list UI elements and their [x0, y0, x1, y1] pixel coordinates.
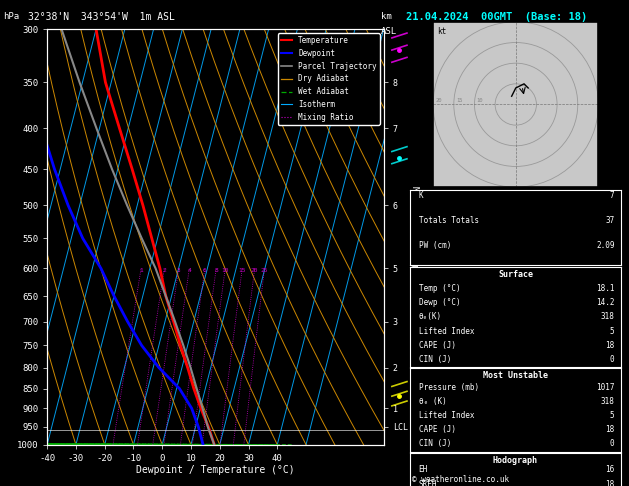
Text: 8: 8: [214, 268, 218, 274]
Text: 16: 16: [605, 465, 615, 474]
Text: 15: 15: [238, 268, 246, 274]
Text: 14.2: 14.2: [596, 298, 615, 307]
Text: 0: 0: [610, 439, 615, 449]
Text: 10: 10: [221, 268, 229, 274]
Text: 318: 318: [601, 397, 615, 406]
Text: 1: 1: [139, 268, 143, 274]
Text: SREH: SREH: [418, 480, 437, 486]
Text: CIN (J): CIN (J): [418, 355, 451, 364]
Text: Pressure (mb): Pressure (mb): [418, 382, 479, 392]
Text: 4: 4: [187, 268, 191, 274]
Text: 25: 25: [261, 268, 269, 274]
Text: 21.04.2024  00GMT  (Base: 18): 21.04.2024 00GMT (Base: 18): [406, 12, 587, 22]
Text: 0: 0: [610, 355, 615, 364]
Text: EH: EH: [418, 465, 428, 474]
Text: Hodograph: Hodograph: [493, 455, 538, 465]
Text: Temp (°C): Temp (°C): [418, 284, 460, 293]
X-axis label: Dewpoint / Temperature (°C): Dewpoint / Temperature (°C): [136, 466, 295, 475]
Text: 5: 5: [610, 411, 615, 420]
Text: hPa: hPa: [3, 12, 19, 21]
Text: 20: 20: [435, 99, 442, 104]
Text: 18: 18: [605, 341, 615, 350]
Y-axis label: Mixing Ratio (g/kg): Mixing Ratio (g/kg): [410, 186, 419, 288]
Text: Surface: Surface: [498, 270, 533, 279]
Text: 10: 10: [477, 99, 483, 104]
Text: 5: 5: [610, 327, 615, 335]
Text: 20: 20: [251, 268, 259, 274]
Text: CAPE (J): CAPE (J): [418, 425, 455, 434]
Text: θₑ(K): θₑ(K): [418, 312, 442, 321]
Text: 18: 18: [605, 480, 615, 486]
Text: 318: 318: [601, 312, 615, 321]
Text: kt: kt: [437, 27, 447, 36]
Text: 32°38'N  343°54'W  1m ASL: 32°38'N 343°54'W 1m ASL: [28, 12, 175, 22]
Text: Lifted Index: Lifted Index: [418, 411, 474, 420]
Text: Most Unstable: Most Unstable: [483, 371, 548, 380]
Text: 37: 37: [605, 216, 615, 225]
Text: 18: 18: [605, 425, 615, 434]
Text: Dewp (°C): Dewp (°C): [418, 298, 460, 307]
Text: CAPE (J): CAPE (J): [418, 341, 455, 350]
Text: CIN (J): CIN (J): [418, 439, 451, 449]
Text: θₑ (K): θₑ (K): [418, 397, 447, 406]
Text: km: km: [381, 12, 391, 21]
Text: 6: 6: [203, 268, 207, 274]
Text: Lifted Index: Lifted Index: [418, 327, 474, 335]
Text: 2: 2: [162, 268, 166, 274]
Text: K: K: [418, 191, 423, 200]
Text: Totals Totals: Totals Totals: [418, 216, 479, 225]
Text: 7: 7: [610, 191, 615, 200]
Text: 1017: 1017: [596, 382, 615, 392]
Text: ASL: ASL: [381, 27, 397, 36]
Text: 2.09: 2.09: [596, 241, 615, 250]
Text: 18.1: 18.1: [596, 284, 615, 293]
Text: © weatheronline.co.uk: © weatheronline.co.uk: [412, 474, 509, 484]
Text: 15: 15: [456, 99, 462, 104]
Text: PW (cm): PW (cm): [418, 241, 451, 250]
Legend: Temperature, Dewpoint, Parcel Trajectory, Dry Adiabat, Wet Adiabat, Isotherm, Mi: Temperature, Dewpoint, Parcel Trajectory…: [277, 33, 380, 125]
Text: 3: 3: [177, 268, 181, 274]
